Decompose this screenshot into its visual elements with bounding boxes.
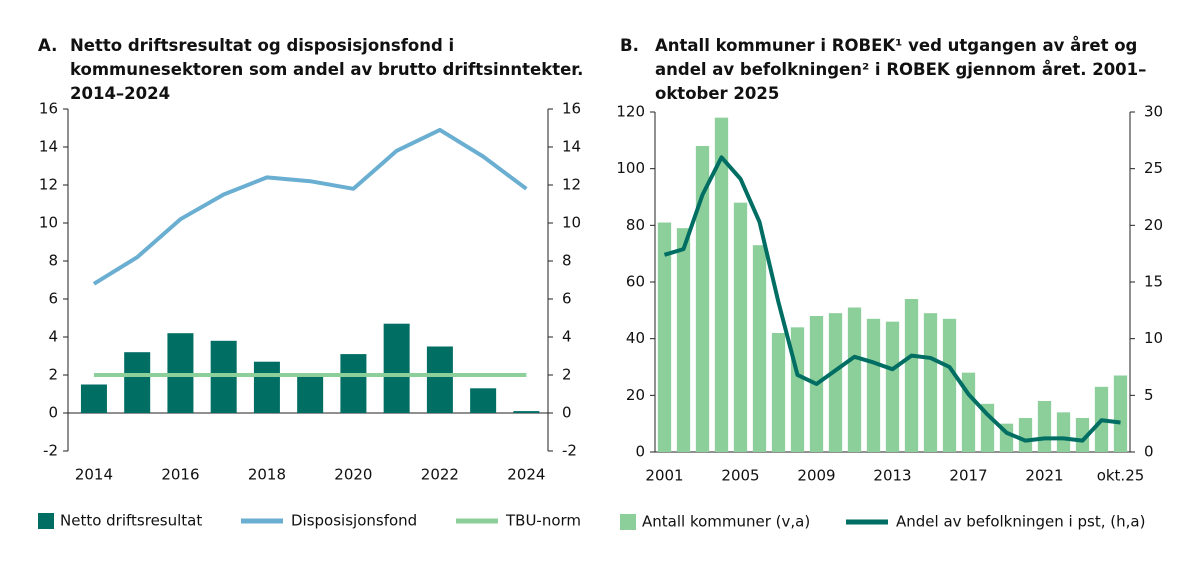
y-tick-label: 20 <box>626 386 645 404</box>
bar <box>1018 418 1033 452</box>
y2-tick-label: 0 <box>562 404 572 422</box>
bar <box>470 388 497 413</box>
bar <box>923 313 938 452</box>
x-tick-label: 2005 <box>721 467 759 485</box>
y-tick-label: 16 <box>39 100 58 118</box>
y-tick-label: 14 <box>39 138 58 156</box>
chart-title: Netto driftsresultat og disposisjonsfond… <box>70 36 584 103</box>
panel-label: B. <box>620 36 639 55</box>
x-tick-label: 2024 <box>507 466 545 484</box>
x-tick-label: 2022 <box>421 466 459 484</box>
x-tick-label: 2016 <box>161 466 199 484</box>
bar <box>383 323 410 413</box>
y-tick-label: 8 <box>48 252 58 270</box>
y2-tick-label: 4 <box>562 328 572 346</box>
bar <box>866 318 881 452</box>
bar <box>695 146 710 452</box>
y2-tick-label: 15 <box>1144 273 1163 291</box>
y-tick-label: 6 <box>48 290 58 308</box>
bar <box>1037 401 1052 452</box>
bar <box>297 376 324 413</box>
x-tick-label: 2009 <box>797 467 835 485</box>
bar <box>885 321 900 452</box>
bar <box>124 352 151 413</box>
y-tick-label: 40 <box>626 329 645 347</box>
y-tick-label: 10 <box>39 214 58 232</box>
bar <box>676 228 691 452</box>
y2-tick-label: 6 <box>562 290 572 308</box>
bar <box>1075 418 1090 452</box>
bar <box>426 346 453 413</box>
legend-swatch <box>38 513 54 529</box>
y2-tick-label: 14 <box>562 138 581 156</box>
legend-label: Andel av befolkningen i pst, (h,a) <box>896 513 1145 531</box>
legend-label: Disposisjonsfond <box>291 512 417 530</box>
x-tick-label: 2018 <box>248 466 286 484</box>
x-tick-label: 2020 <box>334 466 372 484</box>
y2-tick-label: 2 <box>562 366 572 384</box>
y2-tick-label: 8 <box>562 252 572 270</box>
x-tick-label: okt.25 <box>1097 467 1145 485</box>
y-tick-label: 12 <box>39 176 58 194</box>
line <box>663 155 1121 443</box>
y2-tick-label: 25 <box>1144 159 1163 177</box>
x-tick-label: 2017 <box>949 467 987 485</box>
y2-tick-label: 30 <box>1144 103 1163 121</box>
y-tick-label: 0 <box>635 443 645 461</box>
legend-swatch <box>620 514 636 530</box>
chart-title: Antall kommuner i ROBEK¹ ved utgangen av… <box>655 36 1147 103</box>
bar <box>657 222 672 452</box>
bar <box>904 299 919 452</box>
bar <box>771 333 786 452</box>
bar <box>513 411 540 413</box>
bar <box>80 384 107 413</box>
y-tick-label: 2 <box>48 366 58 384</box>
y-tick-label: 60 <box>626 273 645 291</box>
y-tick-label: 80 <box>626 216 645 234</box>
y-tick-label: 120 <box>616 103 645 121</box>
y-tick-label: 0 <box>48 404 58 422</box>
y2-tick-label: -2 <box>562 442 577 460</box>
panel-label: A. <box>38 36 58 55</box>
legend-label: Antall kommuner (v,a) <box>642 513 810 531</box>
line <box>92 127 528 286</box>
bar <box>1113 375 1128 452</box>
bar <box>733 202 748 452</box>
y-tick-label: -2 <box>43 442 58 460</box>
x-tick-label: 2013 <box>873 467 911 485</box>
y2-tick-label: 10 <box>1144 329 1163 347</box>
y2-tick-label: 12 <box>562 176 581 194</box>
bar <box>828 313 843 452</box>
y2-tick-label: 10 <box>562 214 581 232</box>
bar <box>942 318 957 452</box>
bar <box>253 361 280 413</box>
y2-tick-label: 16 <box>562 100 581 118</box>
x-tick-label: 2021 <box>1025 467 1063 485</box>
legend-label: TBU-norm <box>505 512 581 530</box>
bar <box>790 327 805 452</box>
bar <box>847 307 862 452</box>
y-tick-label: 100 <box>616 159 645 177</box>
y2-tick-label: 20 <box>1144 216 1163 234</box>
bar <box>714 117 729 453</box>
y2-tick-label: 0 <box>1144 443 1154 461</box>
bar <box>1056 412 1071 452</box>
y-tick-label: 4 <box>48 328 58 346</box>
legend-label: Netto driftsresultat <box>60 512 202 530</box>
x-tick-label: 2001 <box>645 467 683 485</box>
x-tick-label: 2014 <box>75 466 113 484</box>
y2-tick-label: 5 <box>1144 386 1154 404</box>
bar <box>752 245 767 452</box>
bar <box>340 354 367 413</box>
